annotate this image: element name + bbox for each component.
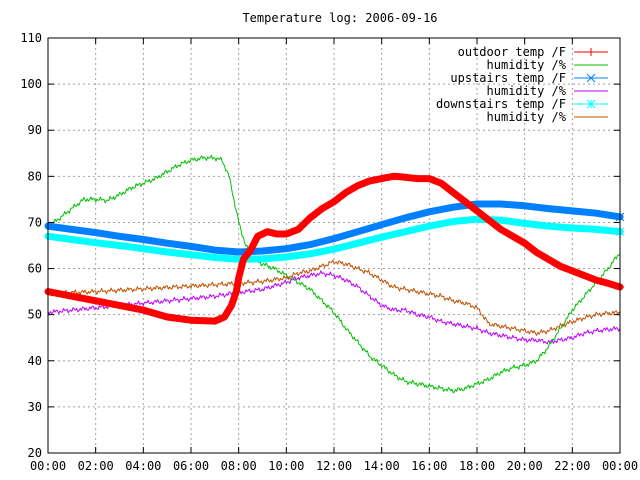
x-tick-label: 16:00 <box>411 459 447 473</box>
x-tick-label: 00:00 <box>602 459 638 473</box>
x-tick-label: 02:00 <box>78 459 114 473</box>
x-tick-label: 18:00 <box>459 459 495 473</box>
y-tick-label: 20 <box>28 446 42 460</box>
series-lines <box>44 154 625 394</box>
x-tick-label: 12:00 <box>316 459 352 473</box>
y-tick-label: 40 <box>28 354 42 368</box>
y-tick-label: 30 <box>28 400 42 414</box>
y-tick-label: 110 <box>20 31 42 45</box>
series-line <box>44 172 624 325</box>
x-tick-label: 22:00 <box>554 459 590 473</box>
x-tick-label: 10:00 <box>268 459 304 473</box>
legend-entry: humidity /% <box>487 110 608 124</box>
series-3 <box>47 270 621 345</box>
legend-label: downstairs temp /F <box>436 97 566 111</box>
legend-entry: outdoor temp /F <box>458 45 608 59</box>
x-tick-label: 06:00 <box>173 459 209 473</box>
legend-label: humidity /% <box>487 84 567 98</box>
x-tick-label: 14:00 <box>364 459 400 473</box>
legend-marker <box>586 73 596 83</box>
y-tick-label: 70 <box>28 215 42 229</box>
x-tick-label: 08:00 <box>221 459 257 473</box>
y-tick-label: 80 <box>28 169 42 183</box>
legend-entry: downstairs temp /F <box>436 97 608 111</box>
legend-entry: upstairs temp /F <box>450 71 608 85</box>
legend-marker <box>586 99 596 109</box>
chart-title: Temperature log: 2006-09-16 <box>242 11 437 25</box>
series-line <box>47 259 621 336</box>
series-1 <box>47 154 621 394</box>
legend-entry: humidity /% <box>487 84 608 98</box>
y-tick-label: 50 <box>28 308 42 322</box>
legend-entry: humidity /% <box>487 58 608 72</box>
x-tick-label: 00:00 <box>30 459 66 473</box>
x-tick-label: 20:00 <box>507 459 543 473</box>
legend-label: humidity /% <box>487 58 567 72</box>
legend-label: upstairs temp /F <box>450 71 566 85</box>
axis-ticks: 00:00 02:00 04:00 06:00 08:00 10:00 12:00 14:00… <box>20 31 638 473</box>
series-line <box>44 215 624 263</box>
legend-label: humidity /% <box>487 110 567 124</box>
y-tick-label: 100 <box>20 77 42 91</box>
series-line <box>47 154 621 394</box>
y-tick-label: 60 <box>28 262 42 276</box>
series-line <box>44 200 624 256</box>
x-tick-label: 04:00 <box>125 459 161 473</box>
legend-label: outdoor temp /F <box>458 45 566 59</box>
series-line <box>47 270 621 345</box>
series-5 <box>47 259 621 336</box>
y-tick-label: 90 <box>28 123 42 137</box>
